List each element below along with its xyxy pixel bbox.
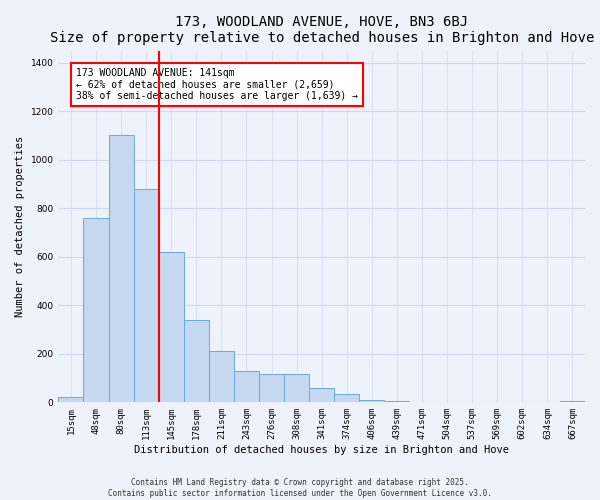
Bar — [385, 401, 409, 402]
Bar — [359, 400, 385, 402]
Bar — [334, 394, 359, 402]
Bar — [83, 218, 109, 402]
Bar — [259, 374, 284, 402]
Bar — [234, 371, 259, 402]
Text: Contains HM Land Registry data © Crown copyright and database right 2025.
Contai: Contains HM Land Registry data © Crown c… — [108, 478, 492, 498]
Bar — [58, 398, 83, 402]
Title: 173, WOODLAND AVENUE, HOVE, BN3 6BJ
Size of property relative to detached houses: 173, WOODLAND AVENUE, HOVE, BN3 6BJ Size… — [50, 15, 594, 45]
Bar — [284, 374, 309, 402]
Bar — [209, 352, 234, 403]
Text: 173 WOODLAND AVENUE: 141sqm
← 62% of detached houses are smaller (2,659)
38% of : 173 WOODLAND AVENUE: 141sqm ← 62% of det… — [76, 68, 358, 100]
Bar — [159, 252, 184, 402]
Bar — [560, 401, 585, 402]
X-axis label: Distribution of detached houses by size in Brighton and Hove: Distribution of detached houses by size … — [134, 445, 509, 455]
Bar — [184, 320, 209, 402]
Y-axis label: Number of detached properties: Number of detached properties — [15, 136, 25, 317]
Bar — [309, 388, 334, 402]
Bar — [109, 136, 134, 402]
Bar — [134, 189, 159, 402]
